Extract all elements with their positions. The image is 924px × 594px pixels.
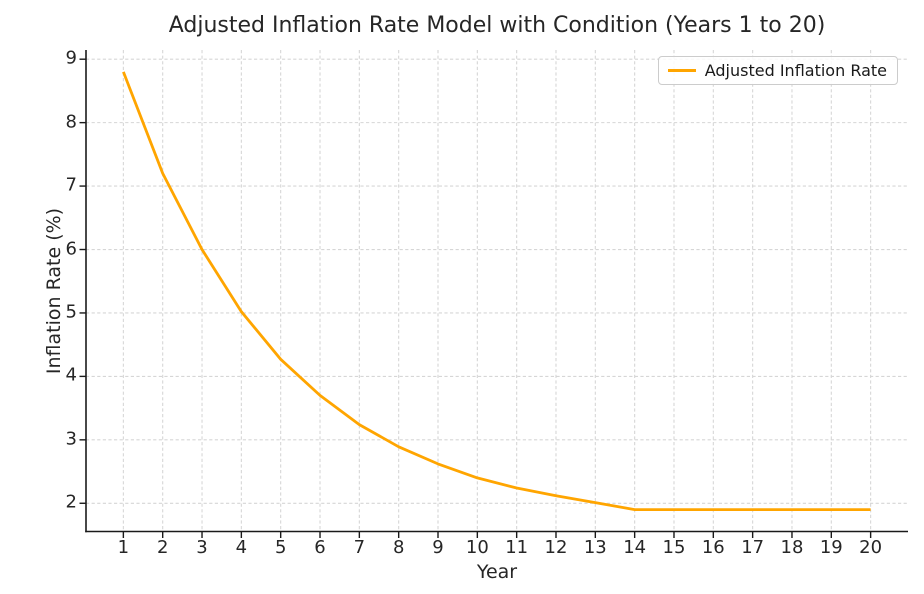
x-tick-label: 12 [544, 537, 568, 558]
x-tick-label: 17 [741, 537, 765, 558]
x-tick-label: 10 [465, 537, 489, 558]
x-tick-label: 6 [314, 537, 326, 558]
x-tick-label: 11 [505, 537, 529, 558]
y-tick-label: 8 [65, 110, 77, 132]
x-tick-label: 18 [780, 537, 804, 558]
y-tick-label: 5 [65, 301, 77, 323]
chart-title: Adjusted Inflation Rate Model with Condi… [168, 13, 826, 38]
x-tick-label: 8 [392, 537, 405, 558]
y-tick-label: 7 [65, 174, 77, 196]
x-tick-label: 4 [235, 537, 248, 558]
x-tick-label: 20 [859, 537, 883, 558]
x-tick-label: 5 [274, 537, 287, 558]
y-tick-label: 2 [65, 491, 77, 513]
legend: Adjusted Inflation Rate [657, 56, 898, 85]
legend-line-swatch [667, 69, 696, 72]
y-tick-label: 6 [65, 237, 77, 259]
x-axis-label: Year [476, 561, 518, 583]
series-line-adjusted-inflation-rate [122, 71, 871, 512]
x-tick-label: 13 [583, 537, 607, 558]
y-tick-label: 4 [65, 364, 77, 386]
y-axis-label: Inflation Rate (%) [43, 207, 65, 375]
x-tick-label: 16 [701, 537, 725, 558]
x-tick-label: 19 [819, 537, 843, 558]
x-tick-label: 3 [196, 537, 208, 558]
y-tick-label: 3 [65, 428, 77, 450]
x-tick-label: 15 [662, 537, 686, 558]
x-tick-label: 2 [156, 537, 169, 558]
y-tick-label: 9 [65, 47, 77, 69]
x-tick-label: 14 [623, 537, 647, 558]
legend-label: Adjusted Inflation Rate [704, 61, 887, 80]
x-tick-label: 7 [353, 537, 366, 558]
x-tick-label: 1 [117, 537, 130, 558]
x-tick-label: 9 [432, 537, 444, 558]
